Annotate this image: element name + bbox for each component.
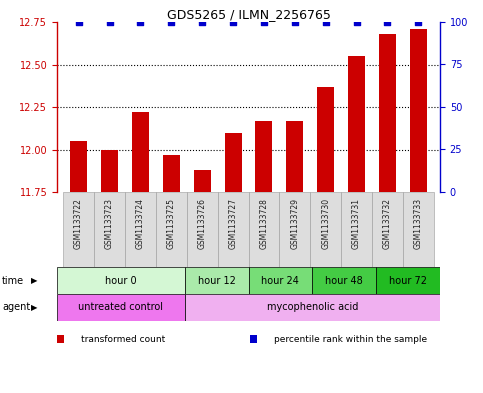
Text: GSM1133731: GSM1133731 xyxy=(352,198,361,249)
Bar xyxy=(317,86,334,192)
Point xyxy=(260,19,268,25)
Point xyxy=(353,19,360,25)
Text: GSM1133728: GSM1133728 xyxy=(259,198,269,249)
Bar xyxy=(57,294,185,321)
Bar xyxy=(101,149,118,192)
Text: time: time xyxy=(2,275,24,285)
Text: GDS5265 / ILMN_2256765: GDS5265 / ILMN_2256765 xyxy=(167,8,330,21)
Text: transformed count: transformed count xyxy=(81,334,165,343)
Text: ▶: ▶ xyxy=(31,303,37,312)
Point xyxy=(414,19,422,25)
Bar xyxy=(286,121,303,192)
Bar xyxy=(248,267,313,294)
Bar xyxy=(379,34,396,192)
Bar xyxy=(310,192,341,267)
Bar xyxy=(156,192,187,267)
Text: agent: agent xyxy=(2,303,30,312)
Bar xyxy=(132,112,149,192)
Text: GSM1133732: GSM1133732 xyxy=(383,198,392,249)
Bar xyxy=(125,192,156,267)
Text: GSM1133723: GSM1133723 xyxy=(105,198,114,249)
Point xyxy=(384,19,391,25)
Bar xyxy=(279,192,310,267)
Text: hour 48: hour 48 xyxy=(326,275,363,285)
Point xyxy=(229,19,237,25)
Text: hour 12: hour 12 xyxy=(198,275,236,285)
Point xyxy=(291,19,298,25)
Text: untreated control: untreated control xyxy=(78,303,163,312)
Bar xyxy=(410,29,427,192)
Point xyxy=(199,19,206,25)
Bar xyxy=(70,141,87,192)
Point xyxy=(322,19,329,25)
Text: GSM1133730: GSM1133730 xyxy=(321,198,330,249)
Bar xyxy=(187,192,218,267)
Text: GSM1133727: GSM1133727 xyxy=(228,198,238,249)
Text: ▶: ▶ xyxy=(31,276,37,285)
Bar xyxy=(163,154,180,192)
Point xyxy=(137,19,144,25)
Bar xyxy=(94,192,125,267)
Bar xyxy=(376,267,440,294)
Text: GSM1133725: GSM1133725 xyxy=(167,198,176,249)
Bar xyxy=(372,192,403,267)
Bar xyxy=(194,170,211,192)
Bar xyxy=(348,56,365,192)
Bar xyxy=(256,121,272,192)
Point xyxy=(106,19,114,25)
Bar xyxy=(313,267,376,294)
Point xyxy=(168,19,175,25)
Bar xyxy=(403,192,434,267)
Text: hour 0: hour 0 xyxy=(105,275,137,285)
Bar xyxy=(185,267,248,294)
Text: GSM1133724: GSM1133724 xyxy=(136,198,145,249)
Text: hour 24: hour 24 xyxy=(261,275,299,285)
Text: hour 72: hour 72 xyxy=(389,275,427,285)
Text: GSM1133726: GSM1133726 xyxy=(198,198,207,249)
Text: GSM1133733: GSM1133733 xyxy=(414,198,423,249)
Text: percentile rank within the sample: percentile rank within the sample xyxy=(274,334,427,343)
Text: GSM1133722: GSM1133722 xyxy=(74,198,83,249)
Text: mycophenolic acid: mycophenolic acid xyxy=(267,303,358,312)
Bar xyxy=(225,132,242,192)
Bar xyxy=(218,192,248,267)
Bar xyxy=(341,192,372,267)
Bar xyxy=(57,267,185,294)
Point xyxy=(75,19,83,25)
Bar xyxy=(248,192,279,267)
Text: GSM1133729: GSM1133729 xyxy=(290,198,299,249)
Bar xyxy=(185,294,440,321)
Bar xyxy=(63,192,94,267)
